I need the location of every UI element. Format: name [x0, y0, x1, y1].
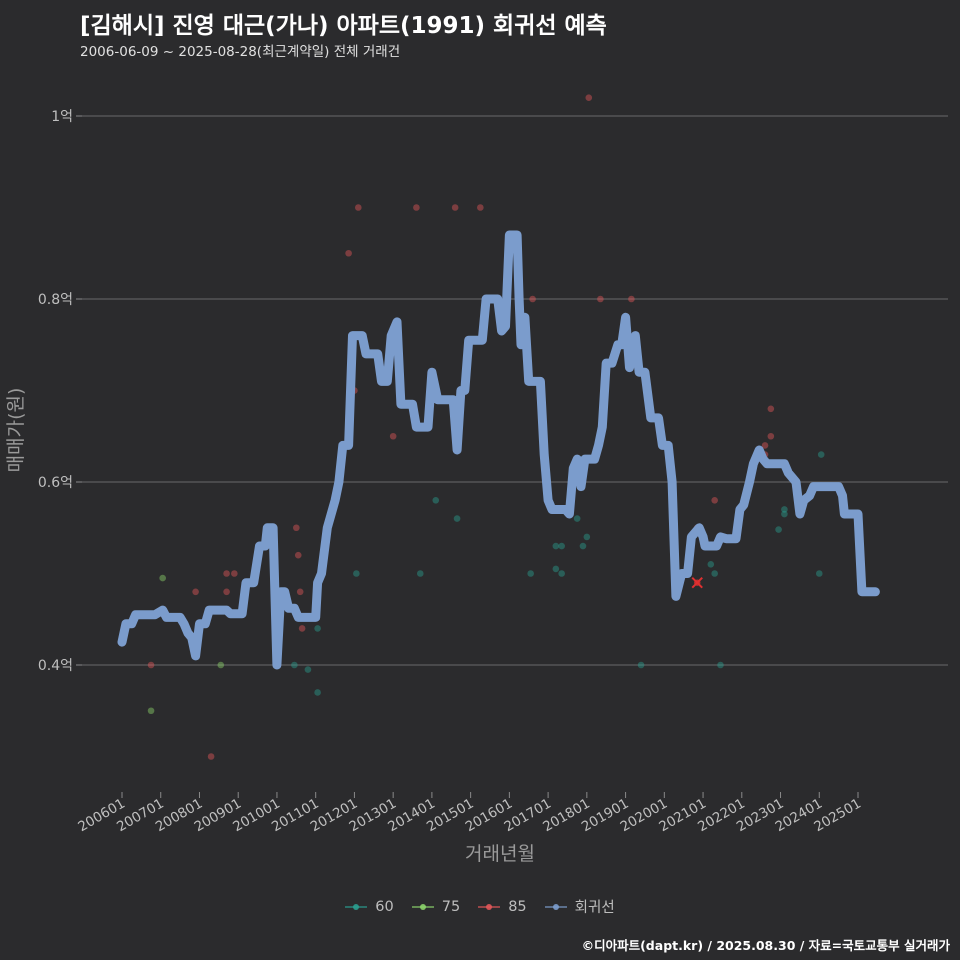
data-point-85	[767, 432, 775, 440]
data-point-60	[304, 666, 312, 673]
legend-item: 회귀선	[544, 896, 615, 917]
data-point-85	[296, 588, 304, 596]
legend-key-icon	[411, 900, 434, 914]
data-point-85	[529, 295, 536, 303]
data-point-60	[579, 542, 587, 550]
data-point-85	[207, 753, 215, 760]
x-axis-label: 거래년월	[465, 843, 535, 865]
legend-key-icon	[478, 900, 501, 914]
data-point-85	[477, 204, 484, 211]
data-point-60	[558, 570, 565, 577]
data-point-85	[223, 570, 230, 577]
legend-label: 85	[508, 898, 527, 915]
grid-lines	[82, 115, 948, 666]
data-point-85	[413, 204, 420, 211]
legend-label: 회귀선	[574, 900, 615, 916]
legend-label: 75	[441, 898, 461, 915]
data-point-60	[573, 515, 581, 522]
data-point-85	[585, 94, 593, 101]
source-caption: ©디아파트(dapt.kr) / 2025.08.30 / 자료=국토교통부 실…	[581, 938, 950, 953]
data-point-85	[293, 524, 300, 532]
data-point-60	[717, 661, 724, 669]
legend-item: 85	[478, 898, 527, 915]
data-point-85	[354, 204, 362, 211]
data-point-75	[159, 574, 166, 582]
data-point-85	[628, 295, 635, 303]
data-point-60	[353, 570, 360, 577]
data-point-60	[552, 542, 560, 550]
data-point-60	[552, 565, 560, 573]
data-point-60	[527, 570, 534, 577]
data-point-85	[767, 405, 775, 413]
data-point-60	[707, 561, 715, 568]
y-axis: 0.4억 0.6억 0.8억 1억	[38, 109, 82, 674]
highlight-group	[691, 576, 703, 589]
data-point-60	[416, 570, 424, 577]
data-point-60	[291, 661, 298, 669]
y-tick-label: 1억	[51, 109, 73, 125]
data-points	[147, 94, 825, 760]
data-point-85	[451, 204, 459, 211]
data-point-85	[223, 588, 230, 596]
data-point-85	[231, 570, 238, 577]
data-point-85	[294, 551, 302, 559]
data-point-60	[314, 625, 321, 632]
data-point-60	[432, 497, 440, 504]
data-point-60	[453, 515, 461, 522]
data-point-75	[147, 707, 155, 715]
data-point-85	[147, 661, 155, 669]
chart-title: [김해시] 진영 대근(가나) 아파트(1991) 회귀선 예측	[80, 13, 607, 39]
data-point-60	[637, 661, 645, 669]
data-point-85	[192, 588, 199, 596]
data-point-85	[345, 249, 352, 257]
legend-item: 75	[411, 898, 461, 915]
chart-subtitle: 2006-06-09 ~ 2025-08-28(최근계약일) 전체 거래건	[80, 44, 401, 60]
highlight-marker	[691, 576, 703, 589]
legend-label: 60	[375, 898, 394, 915]
legend-item: 60	[345, 898, 394, 915]
data-point-60	[775, 526, 782, 533]
data-point-85	[389, 432, 397, 440]
data-point-60	[314, 689, 321, 696]
regression-line-group	[117, 230, 880, 670]
data-point-60	[815, 570, 823, 577]
data-point-85	[761, 442, 769, 449]
y-tick-label: 0.6억	[38, 475, 73, 491]
legend-key-icon	[345, 900, 368, 914]
legend: 60 75 85 회귀선	[0, 896, 960, 918]
data-point-85	[298, 625, 306, 632]
data-point-60	[583, 533, 591, 541]
x-axis: 2006012007012008012009012010012011012012…	[75, 792, 864, 835]
data-point-85	[597, 295, 604, 303]
data-point-60	[781, 510, 788, 518]
y-tick-label: 0.4억	[38, 658, 73, 674]
data-point-60	[817, 451, 825, 458]
data-point-60	[711, 570, 718, 577]
data-point-60	[781, 506, 788, 513]
data-point-60	[558, 542, 565, 550]
data-point-85	[711, 497, 718, 504]
y-tick-label: 0.8억	[38, 292, 73, 308]
legend-key-icon	[544, 900, 567, 914]
data-point-75	[217, 661, 225, 669]
regression-line	[117, 230, 880, 670]
y-axis-label: 매매가(원)	[5, 388, 27, 473]
